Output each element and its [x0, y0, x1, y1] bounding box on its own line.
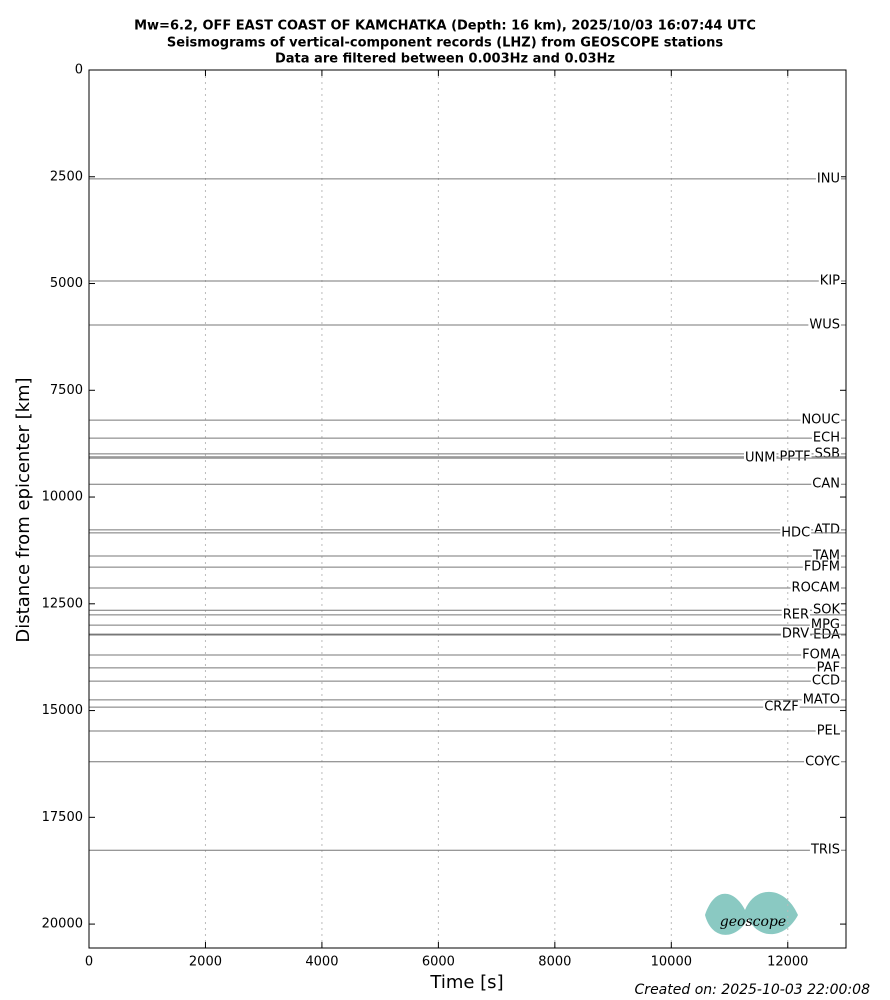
y-tick-label: 2500	[50, 169, 83, 184]
label-bg	[780, 627, 811, 642]
label-bg	[801, 648, 841, 663]
label-bg	[800, 413, 841, 428]
station-label: CAN	[812, 477, 840, 492]
label-bg	[804, 754, 841, 769]
station-label: COYC	[805, 754, 840, 769]
station-label: MATO	[803, 692, 840, 707]
label-bg	[813, 522, 841, 537]
station-label: NOUC	[801, 413, 840, 428]
label-bg	[790, 581, 841, 596]
station-label: UNM	[745, 451, 775, 466]
label-bg	[778, 449, 812, 464]
label-bg	[815, 660, 841, 675]
label-bg	[808, 317, 841, 332]
label-bg	[818, 273, 841, 288]
chart-subtitle: Data are filtered between 0.003Hz and 0.…	[275, 52, 615, 67]
station-label: EDA	[813, 627, 840, 642]
y-tick-label: 15000	[42, 703, 83, 718]
label-bg	[809, 843, 841, 858]
x-axis-label: Time [s]	[429, 972, 503, 993]
label-bg	[815, 724, 841, 739]
station-label: ECH	[813, 431, 840, 446]
label-bg	[815, 171, 841, 186]
x-tick-label: 12000	[767, 955, 808, 970]
label-bg	[781, 607, 810, 622]
station-label: WUS	[809, 317, 840, 332]
x-tick-label: 4000	[305, 955, 338, 970]
label-bg	[811, 477, 841, 492]
label-bg	[801, 692, 841, 707]
y-tick-label: 0	[75, 63, 83, 78]
y-tick-label: 12500	[42, 596, 83, 611]
label-bg	[763, 700, 800, 715]
station-label: RER	[783, 607, 809, 622]
station-label: TRIS	[810, 843, 840, 858]
x-tick-label: 8000	[538, 955, 571, 970]
label-bg	[811, 548, 841, 563]
y-tick-label: 10000	[42, 490, 83, 505]
station-label: KIP	[820, 273, 840, 288]
station-label: INU	[817, 171, 840, 186]
y-axis-label: Distance from epicenter [km]	[13, 377, 34, 642]
station-label: ROCAM	[792, 581, 840, 596]
x-tick-label: 0	[85, 955, 93, 970]
y-tick-label: 20000	[42, 917, 83, 932]
station-label: PEL	[817, 724, 841, 739]
label-bg	[811, 431, 841, 446]
x-tick-label: 6000	[422, 955, 455, 970]
station-label: ATD	[814, 522, 840, 537]
x-tick-label: 10000	[651, 955, 692, 970]
station-label: PPTF	[779, 449, 810, 464]
logo-shape	[705, 891, 798, 935]
label-bg	[811, 603, 841, 618]
station-label: SOK	[813, 603, 840, 618]
y-tick-label: 7500	[50, 383, 83, 398]
station-label: SSB	[815, 446, 840, 461]
station-label: HDC	[781, 525, 810, 540]
label-bg	[743, 451, 777, 466]
logo: geoscope	[705, 891, 798, 935]
label-bg	[812, 627, 841, 642]
label-bg	[780, 525, 812, 540]
station-label: CCD	[812, 674, 840, 689]
station-label: TAM	[812, 548, 840, 563]
station-label: FOMA	[802, 648, 840, 663]
y-tick-label: 17500	[42, 810, 83, 825]
chart-subtitle: Seismograms of vertical-component record…	[167, 36, 723, 51]
label-bg	[810, 674, 841, 689]
station-label: DRV	[782, 627, 809, 642]
footer: Created on: 2025-10-03 22:00:08	[635, 982, 871, 998]
station-label: FDFM	[804, 560, 840, 575]
label-bg	[813, 446, 841, 461]
plot-frame	[88, 69, 847, 949]
y-tick-label: 5000	[50, 276, 83, 291]
x-tick-label: 2000	[189, 955, 222, 970]
label-bg	[802, 560, 841, 575]
station-label: CRZF	[764, 700, 799, 715]
logo-text: geoscope	[720, 914, 786, 930]
chart-title: Mw=6.2, OFF EAST COAST OF KAMCHATKA (Dep…	[134, 19, 756, 34]
station-label: PAF	[817, 660, 840, 675]
